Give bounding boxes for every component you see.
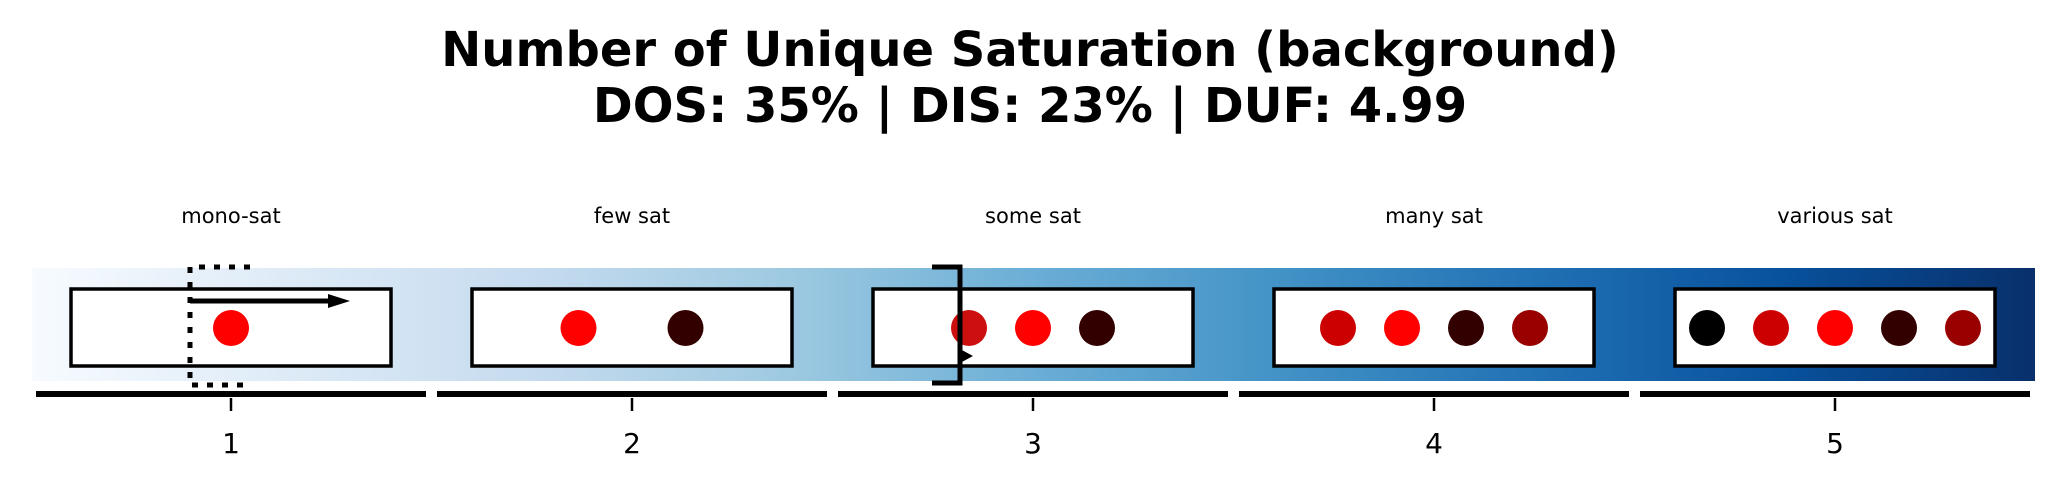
group-label: some sat xyxy=(985,204,1081,228)
color-swatch-dot xyxy=(667,310,704,346)
group-labels: mono-sat few sat some sat many sat various s… xyxy=(181,204,1893,228)
group-label: few sat xyxy=(594,204,670,228)
color-swatch-dot xyxy=(560,310,597,346)
tick-label: 5 xyxy=(1826,427,1844,460)
chart-title-line-1: Number of Unique Saturation (background) xyxy=(441,22,1619,78)
color-swatch-dot xyxy=(213,310,249,346)
chart-title-line-2: DOS: 35% | DIS: 23% | DUF: 4.99 xyxy=(593,78,1467,134)
bracket-pointer-icon xyxy=(960,349,973,363)
color-swatch-dot xyxy=(1881,310,1917,346)
color-swatch-dot xyxy=(1079,310,1115,346)
tick-label: 1 xyxy=(222,427,240,460)
dotted-bracket-marker xyxy=(187,264,250,388)
color-swatch-dot xyxy=(1320,310,1356,346)
color-swatch-dot xyxy=(1015,310,1051,346)
color-swatch-dot xyxy=(951,310,987,346)
color-swatch-dot xyxy=(1817,310,1853,346)
tick-label: 3 xyxy=(1024,427,1042,460)
tick-label: 2 xyxy=(623,427,641,460)
color-swatch-dot xyxy=(1384,310,1420,346)
color-swatch-dot xyxy=(1512,310,1548,346)
arrow-head-icon xyxy=(328,294,350,308)
color-swatch-dot xyxy=(1753,310,1789,346)
group-label: various sat xyxy=(1777,204,1893,228)
color-swatch-dot xyxy=(1448,310,1484,346)
x-axis: 1 2 3 4 5 xyxy=(36,391,2030,460)
swatch-boxes xyxy=(69,287,1997,368)
tick-label: 4 xyxy=(1425,427,1443,460)
group-label: many sat xyxy=(1385,204,1483,228)
group-label: mono-sat xyxy=(181,204,280,228)
annotation-markers xyxy=(187,264,973,388)
color-swatch-dot xyxy=(1945,310,1981,346)
swatch-box xyxy=(470,287,794,368)
square-bracket-marker xyxy=(932,264,963,386)
color-swatch-dot xyxy=(1689,310,1725,346)
